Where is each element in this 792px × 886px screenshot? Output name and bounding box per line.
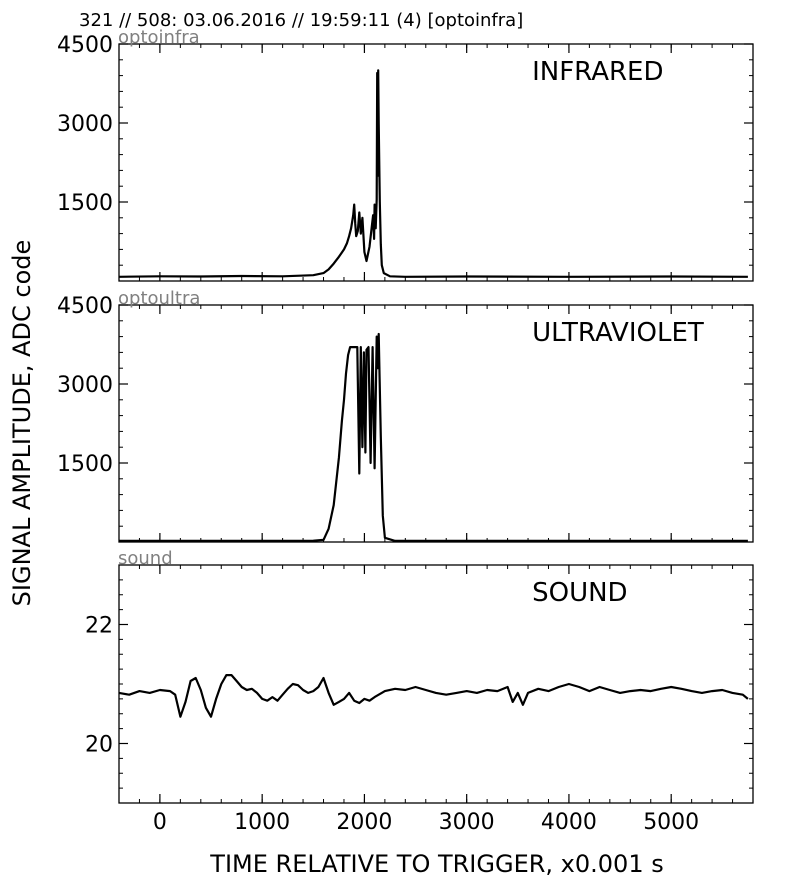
- y-tick-label: 4500: [57, 294, 113, 319]
- plot-frame: [118, 43, 754, 282]
- x-axis-label: TIME RELATIVE TO TRIGGER, x0.001 s: [209, 850, 663, 878]
- panel-3: 0 1000 2000 3000 4000 5000 20 22 sound SOUND: [85, 548, 754, 835]
- y-tick-label: 20: [85, 733, 113, 758]
- series-line: [119, 332, 748, 543]
- series-line: [118, 673, 749, 718]
- y-tick-label: 1500: [57, 191, 113, 216]
- series-line: [118, 69, 748, 278]
- channel-label: optoinfra: [118, 27, 200, 48]
- y-tick-label: 1500: [57, 452, 113, 477]
- x-tick-label: 0: [153, 810, 167, 835]
- panel-1: 1500 3000 4500 optoinfra INFRARED: [57, 27, 754, 282]
- x-tick-label: 5000: [643, 810, 699, 835]
- channel-label: sound: [118, 548, 173, 569]
- y-axis-label: SIGNAL AMPLITUDE, ADC code: [8, 240, 36, 607]
- y-tick-label: 3000: [57, 373, 113, 398]
- panel-title: SOUND: [532, 578, 627, 608]
- plot-frame: [118, 564, 754, 804]
- y-tick-label: 4500: [57, 33, 113, 58]
- x-tick-label: 1000: [234, 810, 290, 835]
- panel-title: INFRARED: [532, 57, 663, 87]
- x-tick-label: 2000: [336, 810, 392, 835]
- figure-title: 321 // 508: 03.06.2016 // 19:59:11 (4) […: [79, 10, 523, 31]
- x-tick-label: 3000: [439, 810, 495, 835]
- y-tick-label: 22: [85, 614, 113, 639]
- y-tick-label: 3000: [57, 112, 113, 137]
- x-tick-label: 4000: [541, 810, 597, 835]
- panel-title: ULTRAVIOLET: [532, 318, 704, 348]
- channel-label: optoultra: [118, 288, 200, 309]
- panel-2: 1500 3000 4500 optoultra ULTRAVIOLET: [57, 288, 754, 543]
